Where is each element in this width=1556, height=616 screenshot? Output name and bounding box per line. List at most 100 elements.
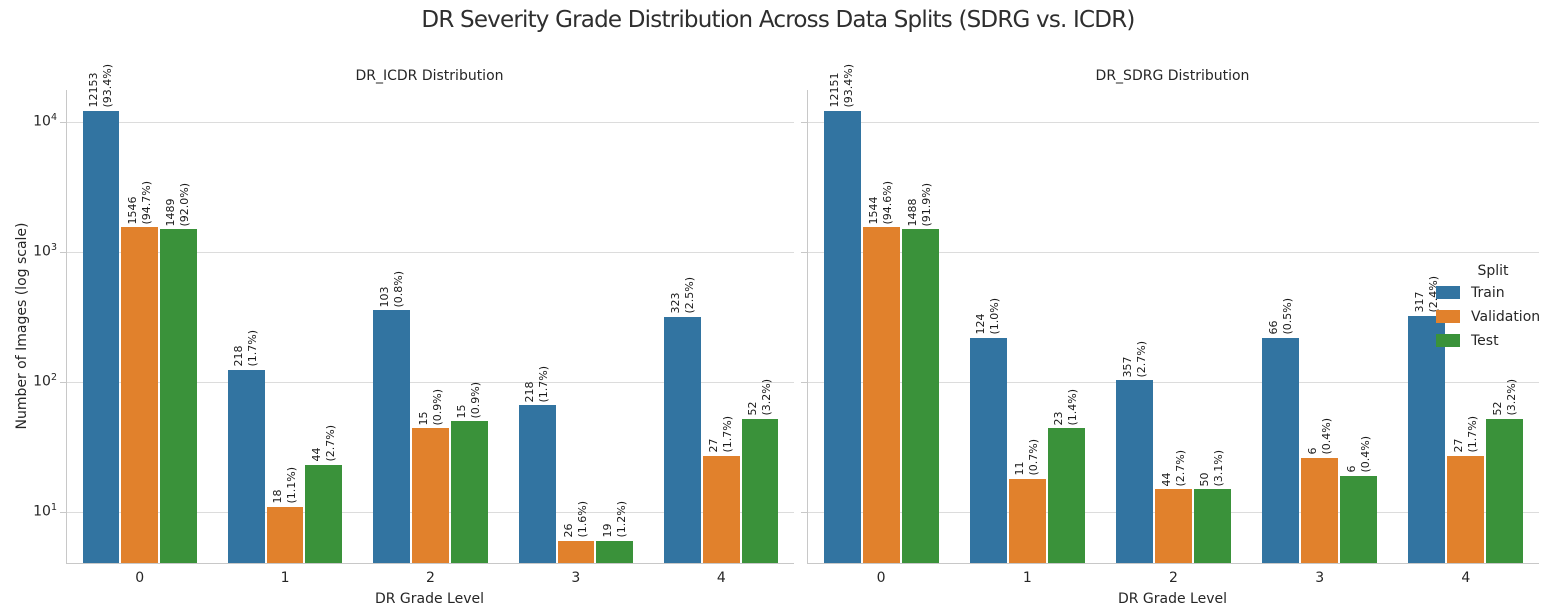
- y-tick-mark: [801, 121, 808, 123]
- bar-label-test-grade0: 1488 (91.9%): [906, 182, 934, 227]
- bar-test-grade4: [1486, 418, 1524, 563]
- y-tick-mark: [801, 511, 808, 513]
- y-tick-mark: [60, 121, 67, 123]
- bar-test-grade0: [160, 229, 197, 563]
- bar-validation-grade1: [266, 506, 304, 563]
- bar-label-test-grade2: 15 (0.9%): [455, 381, 483, 419]
- bar-label-test-grade1: 44 (2.7%): [309, 425, 337, 462]
- bar-train-grade4: [664, 316, 701, 563]
- x-tick-label: 0: [135, 570, 145, 586]
- bar-test-grade0: [901, 229, 939, 563]
- bar-label-test-grade0: 1489 (92.0%): [164, 182, 192, 227]
- x-tick-label: 4: [716, 570, 726, 586]
- bar-label-test-grade4: 52 (3.2%): [746, 379, 774, 416]
- bar-label-validation-grade1: 18 (1.1%): [271, 467, 299, 504]
- x-tick-label: 3: [571, 570, 581, 586]
- bar-train-grade4: [1408, 315, 1446, 563]
- bar-label-validation-grade0: 1544 (94.6%): [867, 180, 895, 225]
- legend-label-validation: Validation: [1471, 308, 1541, 325]
- bar-train-grade3: [1262, 337, 1300, 563]
- bar-test-grade2: [1193, 489, 1231, 563]
- bar-test-grade3: [596, 540, 634, 563]
- legend-swatch-train: [1436, 286, 1460, 299]
- legend-label-train: Train: [1471, 284, 1505, 301]
- y-tick-mark: [60, 381, 67, 383]
- x-tick-label: 4: [1461, 570, 1471, 586]
- bar-validation-grade0: [862, 227, 900, 563]
- bar-train-grade0: [82, 110, 120, 563]
- x-tick-label: 1: [280, 570, 290, 586]
- gridline: [808, 381, 1539, 383]
- gridline: [808, 121, 1539, 123]
- bar-test-grade1: [1047, 428, 1085, 563]
- bar-label-validation-grade2: 15 (0.9%): [416, 388, 444, 426]
- y-tick-mark: [60, 251, 67, 253]
- y-tick-mark: [801, 251, 808, 253]
- bar-label-train-grade1: 218 (1.7%): [232, 330, 260, 367]
- bar-validation-grade0: [121, 227, 159, 563]
- x-tick-label: 1: [1022, 570, 1032, 586]
- x-tick-label: 0: [876, 570, 886, 586]
- x-axis-label-right: DR Grade Level: [1117, 591, 1228, 607]
- y-tick-label: 103: [33, 241, 57, 260]
- bar-validation-grade3: [1301, 458, 1339, 563]
- bar-label-train-grade0: 12153 (93.4%): [86, 64, 114, 108]
- gridline: [808, 251, 1539, 253]
- bar-label-test-grade1: 23 (1.4%): [1052, 388, 1080, 426]
- y-tick-label: 101: [33, 501, 57, 520]
- bar-validation-grade2: [1155, 489, 1192, 563]
- bar-label-test-grade2: 50 (3.1%): [1198, 449, 1226, 487]
- figure-title: DR Severity Grade Distribution Across Da…: [421, 7, 1135, 33]
- bar-label-validation-grade2: 44 (2.7%): [1159, 449, 1187, 487]
- bar-train-grade1: [969, 337, 1007, 563]
- bar-label-test-grade3: 6 (0.4%): [1344, 436, 1372, 473]
- y-tick-label: 104: [33, 111, 57, 130]
- bar-train-grade0: [823, 110, 861, 563]
- bar-test-grade1: [305, 464, 343, 563]
- bar-label-validation-grade4: 27 (1.7%): [707, 416, 735, 453]
- bar-label-train-grade3: 66 (0.5%): [1266, 298, 1294, 335]
- bar-train-grade2: [1116, 380, 1153, 563]
- y-tick-mark: [60, 511, 67, 513]
- legend-entry-train: Train: [1436, 284, 1550, 301]
- bar-train-grade2: [373, 310, 411, 563]
- gridline: [67, 121, 794, 123]
- subplot-title-sdrg: DR_SDRG Distribution: [1095, 68, 1250, 84]
- legend-entry-test: Test: [1436, 332, 1550, 349]
- bar-label-train-grade3: 218 (1.7%): [523, 365, 551, 403]
- bar-validation-grade4: [1447, 455, 1485, 563]
- legend: Split Train Validation Test: [1436, 263, 1550, 357]
- gridline: [67, 251, 794, 253]
- y-tick-mark: [801, 381, 808, 383]
- legend-swatch-test: [1436, 334, 1460, 347]
- bar-label-train-grade4: 323 (2.5%): [668, 277, 696, 314]
- x-tick-label: 2: [426, 570, 435, 586]
- bar-label-train-grade1: 124 (1.0%): [974, 298, 1002, 335]
- bar-label-validation-grade4: 27 (1.7%): [1451, 416, 1479, 453]
- bar-test-grade2: [450, 421, 488, 563]
- bar-label-validation-grade3: 6 (0.4%): [1305, 418, 1333, 456]
- bar-validation-grade2: [412, 428, 449, 563]
- bar-train-grade3: [518, 405, 556, 563]
- x-axis-label-left: DR Grade Level: [374, 591, 485, 607]
- x-tick-label: 3: [1315, 570, 1325, 586]
- bar-label-validation-grade3: 26 (1.6%): [561, 501, 589, 538]
- bar-label-train-grade2: 357 (2.7%): [1120, 340, 1148, 378]
- subplot-title-icdr: DR_ICDR Distribution: [355, 68, 504, 84]
- bar-validation-grade3: [557, 540, 595, 563]
- bar-label-validation-grade1: 11 (0.7%): [1013, 439, 1041, 476]
- bar-label-train-grade2: 103 (0.8%): [377, 270, 405, 308]
- bar-label-test-grade3: 19 (1.2%): [600, 501, 628, 538]
- gridline: [67, 381, 794, 383]
- legend-entry-validation: Validation: [1436, 308, 1550, 325]
- axes-icdr: 101 1 0 2 103 104 12153 (93.4%) 218 (1.7%) 103 (…: [33, 64, 794, 586]
- bar-validation-grade1: [1008, 478, 1046, 563]
- bar-validation-grade4: [702, 455, 740, 563]
- legend-title: Split: [1477, 263, 1509, 279]
- legend-swatch-validation: [1436, 310, 1460, 323]
- axes-sdrg: 12151 (93.4%) 124 (1.0%) 357 (2.7%) 66 (0.5…: [801, 64, 1539, 586]
- bar-test-grade4: [741, 418, 779, 563]
- legend-label-test: Test: [1471, 332, 1499, 349]
- bar-label-validation-grade0: 1546 (94.7%): [125, 180, 153, 225]
